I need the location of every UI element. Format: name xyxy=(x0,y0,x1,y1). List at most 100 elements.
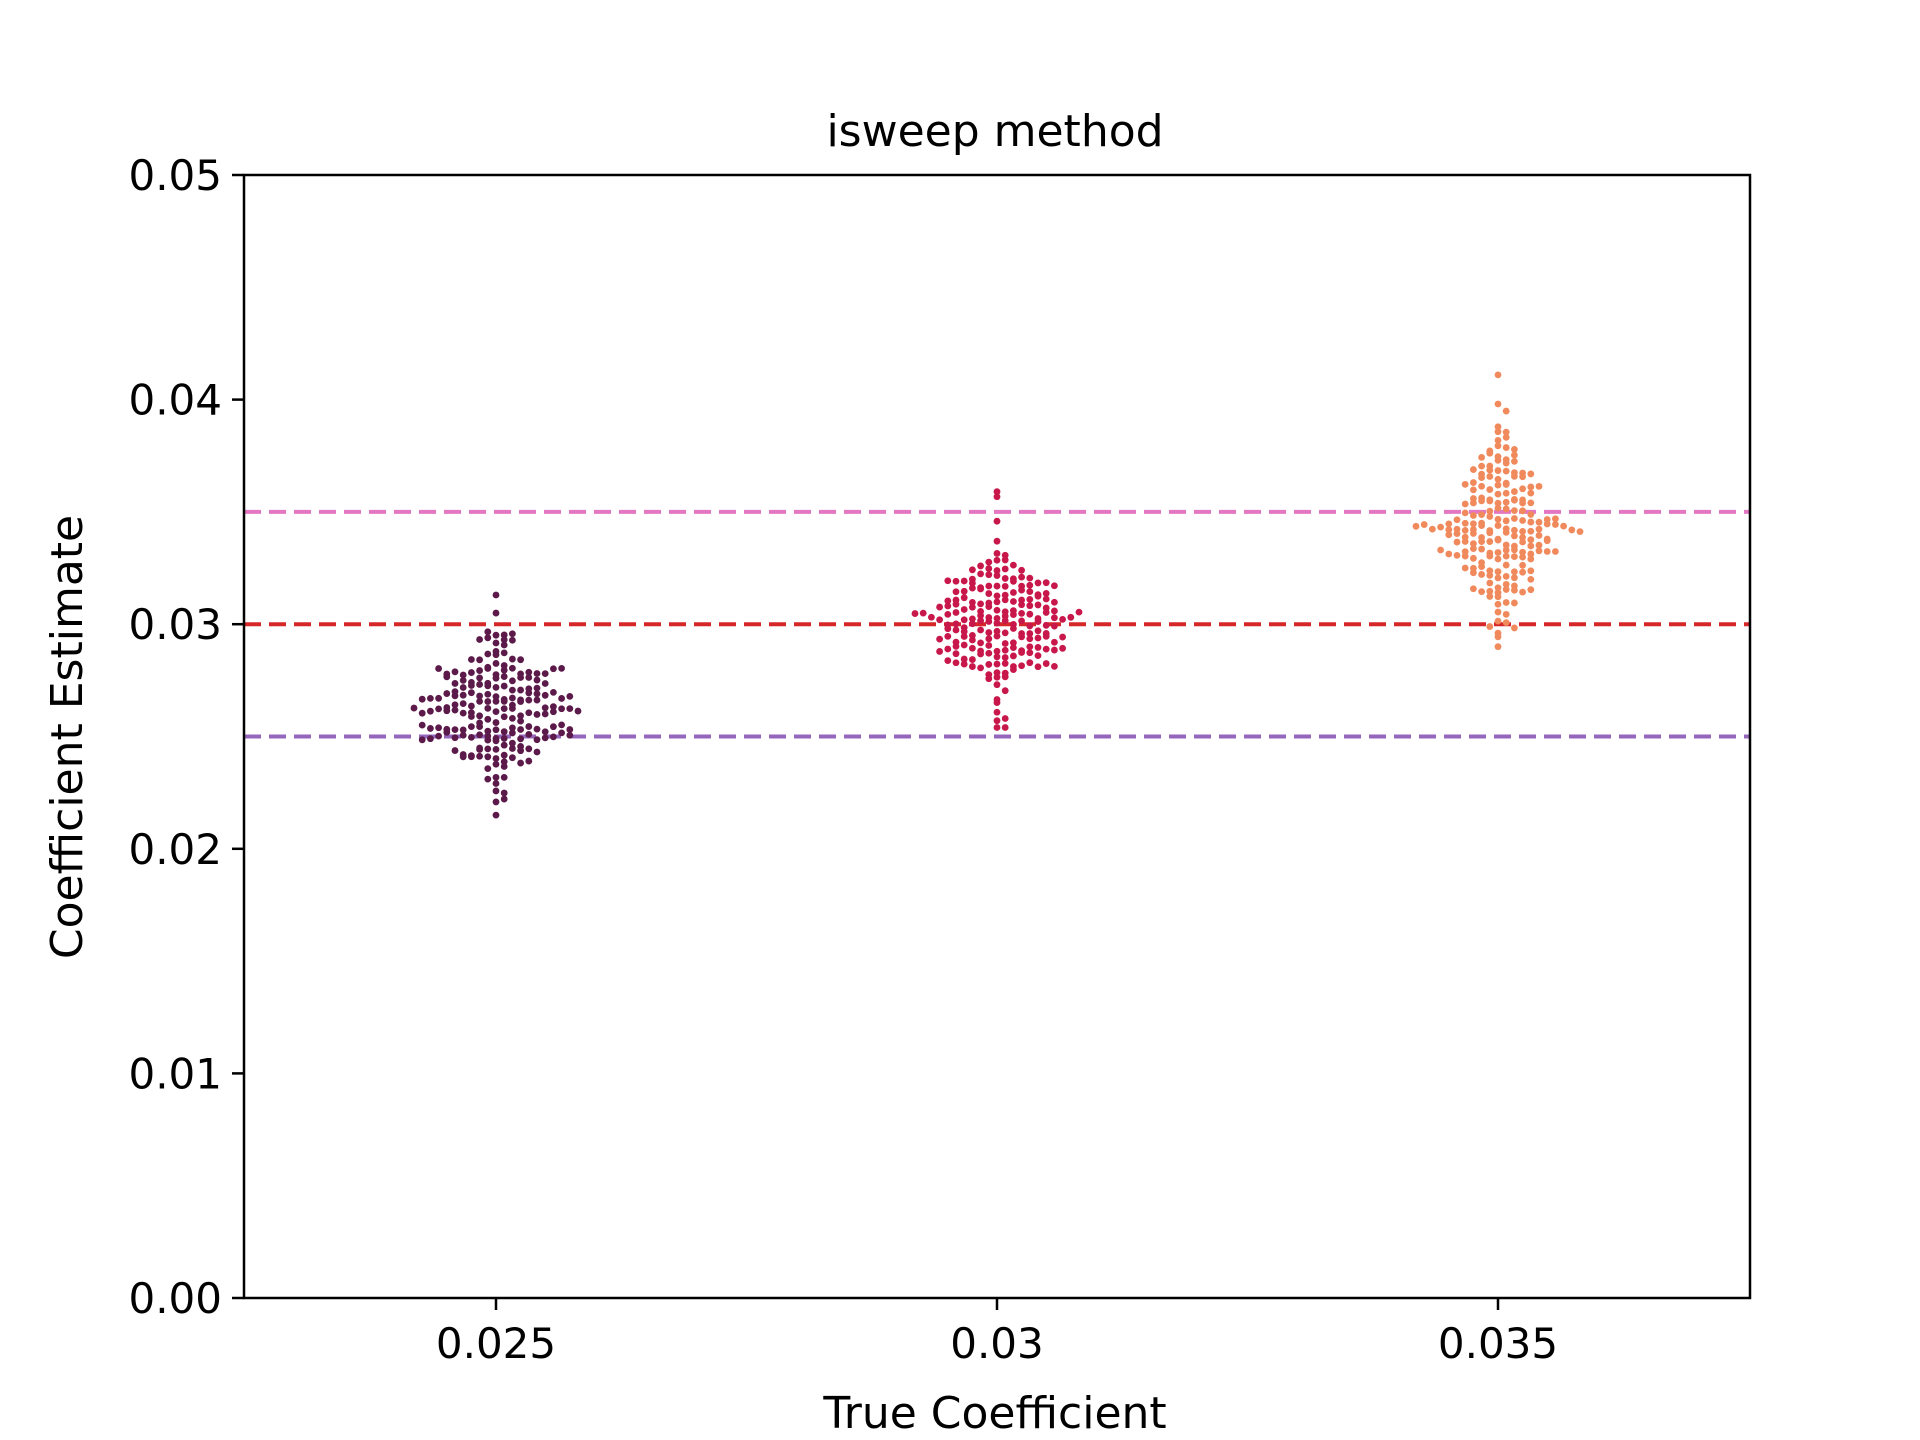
swarm-point xyxy=(1026,622,1034,630)
swarm-point xyxy=(500,758,508,766)
swarm-point xyxy=(944,645,952,653)
swarm-point xyxy=(952,626,960,634)
swarm-point xyxy=(525,745,533,753)
swarm-point xyxy=(952,609,960,616)
swarm-point xyxy=(558,695,565,702)
swarm-point xyxy=(1001,575,1009,582)
swarm-point xyxy=(1519,473,1526,481)
swarm-point xyxy=(550,665,557,673)
swarm-point xyxy=(1535,547,1543,555)
swarm-point xyxy=(960,660,968,668)
swarm-point xyxy=(517,656,524,664)
swarm-point xyxy=(1511,507,1518,515)
swarm-point xyxy=(1502,459,1510,467)
swarm-point xyxy=(1001,654,1009,661)
swarm-point xyxy=(969,579,976,587)
swarm-point xyxy=(993,653,1001,661)
swarm-point xyxy=(484,698,492,705)
swarm-point xyxy=(500,713,508,721)
swarm-point xyxy=(1001,640,1009,647)
swarm-point xyxy=(1576,528,1584,536)
swarm-point xyxy=(476,752,483,760)
x-tick-label: 0.03 xyxy=(950,1319,1044,1368)
swarm-point xyxy=(418,695,426,703)
swarm-point xyxy=(1026,596,1034,603)
swarm-point xyxy=(533,684,541,692)
swarm-point xyxy=(1478,453,1485,461)
swarm-point xyxy=(1026,643,1034,651)
swarm-point xyxy=(1018,601,1025,609)
swarm-point xyxy=(492,651,500,659)
swarm-point xyxy=(427,707,434,715)
swarm-point xyxy=(1042,632,1050,640)
swarm-point xyxy=(985,565,993,572)
swarm-point xyxy=(492,737,500,745)
swarm-point xyxy=(476,674,483,682)
swarm-point xyxy=(484,650,492,658)
swarm-point xyxy=(1486,593,1494,600)
swarm-point xyxy=(484,682,492,690)
swarm-point xyxy=(517,759,524,767)
swarm-point xyxy=(985,635,993,643)
swarm-point xyxy=(451,692,459,700)
swarm-point xyxy=(952,577,960,585)
swarm-point xyxy=(1026,581,1034,589)
swarm-point xyxy=(993,556,1001,564)
swarm-point xyxy=(476,746,483,753)
swarm-point xyxy=(1018,566,1025,574)
swarm-point xyxy=(960,628,968,635)
swarm-point xyxy=(459,676,467,684)
swarm-point xyxy=(476,712,483,720)
swarm-point xyxy=(1001,556,1009,564)
y-axis-label: Coefficient Estimate xyxy=(42,515,93,959)
swarm-point xyxy=(1519,507,1526,515)
swarm-point xyxy=(1010,598,1017,605)
swarm-point xyxy=(427,694,434,702)
swarm-point xyxy=(1470,486,1477,494)
swarm-point xyxy=(993,619,1001,627)
swarm-point xyxy=(566,692,574,700)
swarm-point xyxy=(1470,530,1477,537)
swarm-point xyxy=(1010,561,1017,569)
swarm-point xyxy=(1001,660,1009,667)
swarm-point xyxy=(451,706,459,714)
swarm-point xyxy=(1034,592,1042,600)
swarm-point xyxy=(944,625,952,633)
swarm-point xyxy=(1010,578,1017,585)
swarm-point xyxy=(1527,483,1535,491)
swarm-point xyxy=(484,665,492,672)
swarm-point xyxy=(985,629,993,636)
swarm-point xyxy=(977,562,984,570)
swarm-point xyxy=(1486,466,1494,474)
swarm-point xyxy=(985,649,993,657)
swarm-point xyxy=(1494,475,1502,483)
swarm-point xyxy=(541,728,549,736)
swarm-point xyxy=(1470,466,1477,473)
swarm-point xyxy=(509,705,516,712)
swarm-point xyxy=(1494,633,1502,641)
swarm-point xyxy=(484,634,492,642)
swarm-point xyxy=(1494,549,1502,556)
swarm-point xyxy=(1494,515,1502,523)
swarm-point xyxy=(1502,541,1510,549)
swarm-point xyxy=(451,726,459,734)
swarm-point xyxy=(509,745,516,752)
swarm-point xyxy=(1001,617,1009,624)
swarm-point xyxy=(500,741,508,749)
swarm-point xyxy=(418,709,426,717)
swarm-point xyxy=(911,610,919,617)
swarm-point xyxy=(1437,546,1444,554)
swarm-point xyxy=(1429,525,1436,533)
swarm-point xyxy=(459,691,467,699)
swarm-point xyxy=(451,668,459,676)
swarm-point xyxy=(993,724,1001,731)
swarm-point xyxy=(492,773,500,781)
swarm-point xyxy=(1494,456,1502,464)
swarm-points xyxy=(410,371,1584,819)
x-axis-ticks: 0.025 0.03 0.035 xyxy=(436,1298,1558,1368)
swarm-point xyxy=(492,726,500,734)
swarm-point xyxy=(418,721,426,729)
swarm-point xyxy=(541,680,549,687)
swarm-point xyxy=(1527,511,1535,518)
swarm-point xyxy=(993,627,1001,635)
